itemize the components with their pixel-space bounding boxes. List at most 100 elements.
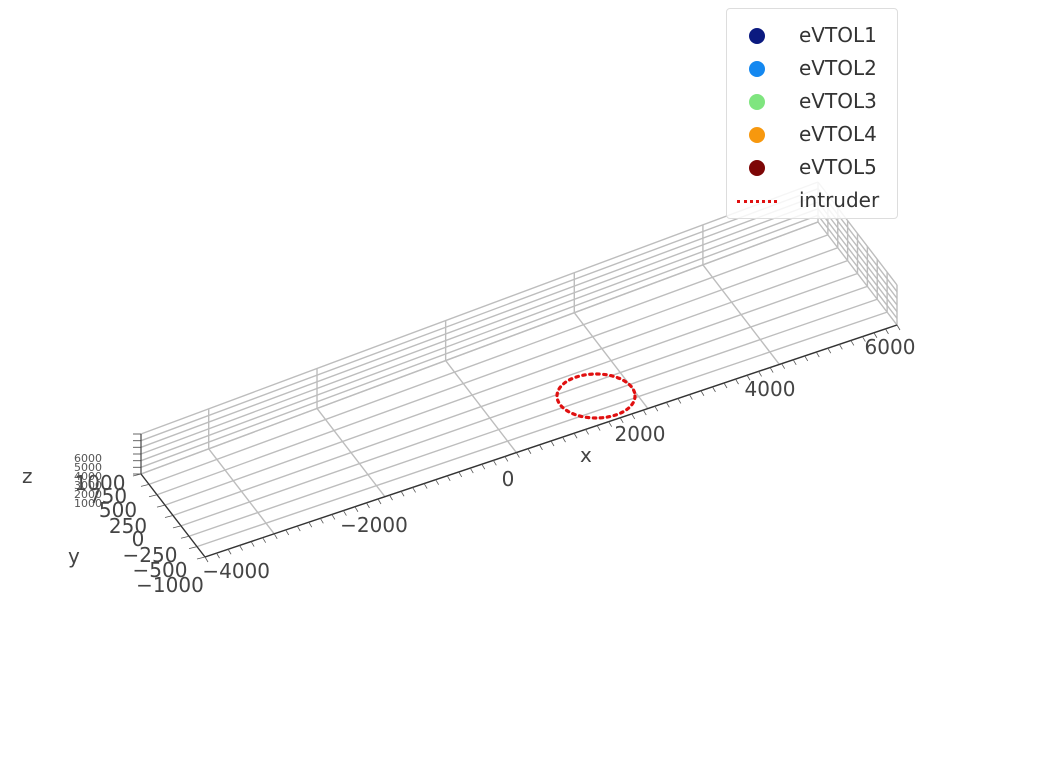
x-axis-label: x — [580, 443, 592, 467]
back-wall-grid-line — [140, 208, 819, 462]
x-tick-mark — [654, 405, 659, 412]
z-axis-label: z — [22, 464, 33, 488]
legend: eVTOL1 eVTOL2 eVTOL3 eVTOL4 eVTOL5 intruder — [726, 8, 898, 219]
x-tick-mark — [804, 355, 809, 362]
x-tick-mark — [458, 471, 463, 478]
x-tick-mark — [769, 367, 774, 373]
back-wall-grid-line — [140, 201, 819, 455]
back-wall-grid-line — [140, 214, 819, 468]
legend-label: eVTOL3 — [799, 89, 877, 113]
legend-item-evtol1: eVTOL1 — [727, 19, 899, 52]
x-tick-mark — [423, 483, 428, 489]
x-tick-mark — [319, 518, 324, 524]
floor-grid-line-y — [164, 259, 848, 506]
x-tick-mark — [838, 344, 843, 350]
y-tick-label: −250 — [123, 543, 178, 567]
y-tick-mark — [132, 473, 142, 477]
x-tick-mark — [481, 463, 486, 470]
z-tick-label: 6000 — [74, 452, 102, 465]
x-tick-mark — [677, 398, 682, 404]
x-tick-mark — [735, 378, 739, 385]
back-wall-grid-line — [140, 188, 819, 442]
x-tick-mark — [700, 390, 705, 396]
x-tick-mark — [366, 502, 370, 509]
x-tick-label: 2000 — [615, 422, 666, 446]
x-corner-tick-label: −4000 — [202, 559, 270, 583]
z-tick-label: 3000 — [74, 479, 102, 492]
floor-grid-line-x — [573, 312, 649, 409]
back-wall-grid-line — [140, 181, 819, 435]
x-tick-mark — [239, 545, 243, 551]
floor-grid-line-y — [196, 311, 888, 548]
x-tick-mark — [250, 541, 255, 547]
y-tick-mark — [180, 535, 190, 539]
x-tick-mark — [504, 456, 509, 462]
x-tick-mark — [758, 371, 762, 377]
x-tick-mark — [435, 479, 440, 485]
y-tick-label: −1000 — [136, 573, 204, 597]
x-tick-mark — [412, 487, 416, 493]
y-tick-label: 0 — [132, 527, 145, 551]
legend-item-evtol4: eVTOL4 — [727, 118, 899, 151]
x-tick-mark — [792, 359, 797, 366]
x-tick-mark — [712, 386, 716, 393]
x-tick-mark — [850, 340, 855, 346]
floor-grid-line-x — [702, 264, 780, 365]
x-tick-mark — [389, 494, 393, 501]
x-tick-mark — [216, 552, 220, 559]
x-tick-label: −2000 — [340, 513, 408, 537]
x-tick-mark — [446, 475, 451, 482]
y-tick-mark — [196, 556, 206, 560]
y-tick-mark — [172, 525, 182, 529]
axis-lines — [132, 324, 901, 563]
y-tick-label: 250 — [109, 514, 147, 538]
legend-label: eVTOL2 — [799, 56, 877, 80]
x-tick-mark — [631, 413, 636, 420]
y-tick-mark — [164, 515, 174, 518]
x-tick-mark — [343, 510, 347, 516]
y-tick-label: 1000 — [75, 471, 126, 495]
legend-label: eVTOL4 — [799, 122, 877, 146]
y-axis-label: y — [68, 544, 80, 568]
tick-labels: −20000200040006000−1000−500−250025050075… — [74, 335, 915, 597]
y-tick-mark — [140, 483, 150, 487]
grid-lines — [140, 181, 898, 558]
x-tick-mark — [308, 521, 313, 528]
legend-label: eVTOL5 — [799, 155, 877, 179]
x-tick-mark — [516, 452, 520, 458]
legend-label: intruder — [799, 188, 880, 212]
y-tick-label: −500 — [133, 558, 188, 582]
legend-marker-dot — [749, 127, 765, 143]
back-wall-grid-line — [140, 221, 819, 475]
legend-item-evtol5: eVTOL5 — [727, 151, 899, 184]
floor-grid-line-y — [148, 234, 829, 486]
x-tick-mark — [492, 460, 497, 466]
x-tick-mark — [273, 533, 278, 540]
x-tick-mark — [896, 324, 901, 331]
intruder-circle — [555, 372, 637, 420]
x-tick-mark — [573, 433, 578, 439]
floor-grid-line-y — [172, 272, 858, 517]
legend-marker-dot — [749, 28, 765, 44]
z-tick-label: 1000 — [74, 497, 102, 510]
x-tick-mark — [285, 529, 290, 536]
x-tick-mark — [642, 409, 647, 416]
z-tick-label: 5000 — [74, 461, 102, 474]
y-tick-mark — [188, 546, 198, 550]
x-tick-mark — [723, 382, 728, 389]
x-tick-mark — [562, 436, 566, 443]
legend-label: eVTOL1 — [799, 23, 877, 47]
floor-grid-line-x — [445, 360, 517, 454]
legend-item-evtol2: eVTOL2 — [727, 52, 899, 85]
x-tick-mark — [862, 336, 866, 342]
x-tick-mark — [585, 429, 589, 435]
floor-grid-line-y — [180, 285, 868, 527]
floor-grid-line-x — [208, 448, 275, 535]
intruder-trajectory — [555, 372, 637, 420]
x-tick-mark — [469, 467, 474, 474]
y-tick-label: 500 — [99, 498, 137, 522]
y-tick-label: 750 — [89, 484, 127, 508]
legend-marker-dotted-line — [737, 200, 777, 203]
legend-item-intruder: intruder — [727, 184, 899, 217]
